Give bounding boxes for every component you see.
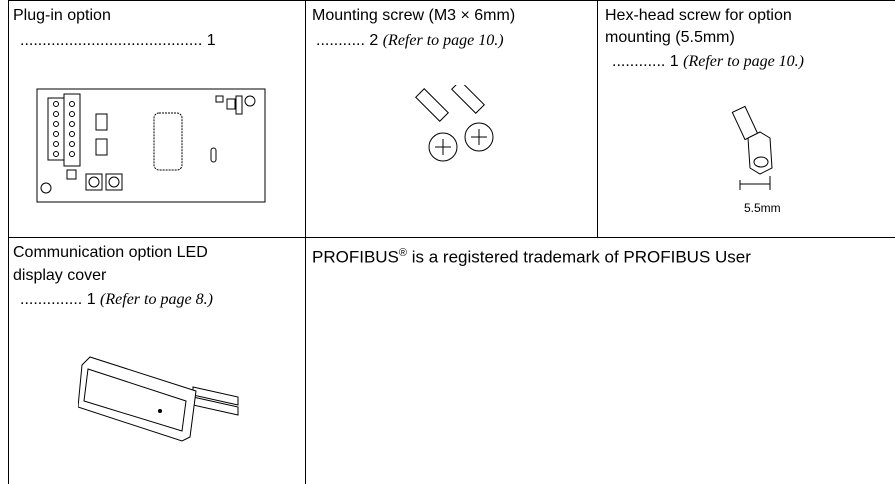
item-label: display cover <box>13 267 107 284</box>
screws <box>415 85 494 162</box>
dimension-label: 5.5mm <box>744 201 781 215</box>
item-quantity: ........... 2 (Refer to page 10.) <box>316 31 504 51</box>
border <box>597 0 598 237</box>
border <box>8 237 895 238</box>
item-quantity: ........................................… <box>20 31 216 51</box>
quantity: 2 <box>369 32 379 49</box>
page-reference: (Refer to page 8.) <box>100 291 213 308</box>
page-reference: (Refer to page 10.) <box>382 32 504 49</box>
leader: ........................................… <box>20 32 203 49</box>
trademark-note: PROFIBUS® is a registered trademark of P… <box>312 243 751 268</box>
item-label: Hex-head screw for option <box>605 7 792 24</box>
border <box>305 0 306 484</box>
note-text: is a registered trademark of PROFIBUS Us… <box>407 247 751 267</box>
plug-in-board <box>36 88 266 203</box>
item-label: Communication option LED <box>13 244 208 261</box>
item-label: Mounting screw (M3 × 6mm) <box>312 7 516 24</box>
item-quantity: .............. 1 (Refer to page 8.) <box>20 290 213 310</box>
quantity: 1 <box>669 53 679 70</box>
hex-screw <box>731 105 773 190</box>
quantity: 1 <box>206 32 216 49</box>
leader: .............. <box>20 291 83 308</box>
led-cover <box>78 356 239 442</box>
leader: ............ <box>612 53 666 70</box>
item-label: mounting (5.5mm) <box>605 29 735 46</box>
brand: PROFIBUS <box>312 247 399 267</box>
border <box>8 0 9 484</box>
page-reference: (Refer to page 10.) <box>683 53 805 70</box>
item-label: Plug-in option <box>13 7 111 24</box>
registered-mark: ® <box>398 247 408 259</box>
item-quantity: ............ 1 (Refer to page 10.) <box>612 52 804 72</box>
quantity: 1 <box>86 291 96 308</box>
border <box>8 0 895 1</box>
leader: ........... <box>316 32 365 49</box>
